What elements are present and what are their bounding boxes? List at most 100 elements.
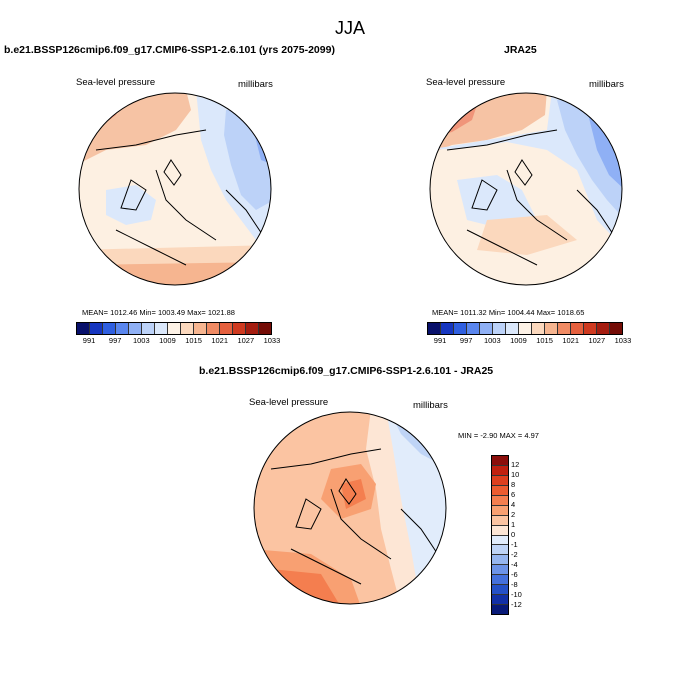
colorbar-swatch <box>584 323 597 334</box>
colorbar-swatch <box>492 595 508 606</box>
colorbar-tick-label: -12 <box>511 600 522 609</box>
min-label: MIN = <box>458 431 479 440</box>
model-mean-value: 1012.46 <box>110 308 138 317</box>
colorbar-tick-label: -2 <box>511 550 518 559</box>
colorbar-swatch <box>155 323 168 334</box>
colorbar-tick-label: 4 <box>511 500 516 509</box>
colorbar-swatch <box>194 323 207 334</box>
obs-min-value: 1004.44 <box>507 308 535 317</box>
colorbar-tick-label: 1027 <box>588 336 606 345</box>
colorbar-tick-label: 1009 <box>159 336 176 345</box>
colorbar-tick-label: -4 <box>511 560 518 569</box>
colorbar-swatch <box>181 323 194 334</box>
colorbar-tick-label: 10 <box>511 470 520 479</box>
colorbar-swatch <box>492 515 508 526</box>
colorbar-swatch <box>492 565 508 576</box>
obs-max-value: 1018.65 <box>557 308 585 317</box>
colorbar-swatch <box>597 323 610 334</box>
max-label: MAX = <box>499 431 523 440</box>
colorbar-swatch <box>129 323 142 334</box>
obs-units-label: millibars <box>589 79 624 90</box>
colorbar-swatch <box>492 495 508 506</box>
obs-colorbar: 991 997 1003 1009 1015 1021 1027 1033 <box>427 322 631 345</box>
colorbar-tick-label: 991 <box>82 336 96 345</box>
colorbar-swatch <box>103 323 116 334</box>
colorbar-swatch <box>90 323 103 334</box>
obs-panel-title: JRA25 <box>504 44 537 56</box>
diff-polar-map <box>253 411 447 605</box>
colorbar-swatch <box>492 465 508 476</box>
colorbar-swatch <box>428 323 441 334</box>
colorbar-swatch <box>142 323 155 334</box>
colorbar-swatch <box>492 485 508 496</box>
obs-colorbar-ticks: 991 997 1003 1009 1015 1021 1027 1033 <box>427 336 636 345</box>
diff-variable-label: Sea-level pressure <box>249 397 329 408</box>
model-colorbar: 991 997 1003 1009 1015 1021 1027 1033 <box>76 322 280 345</box>
colorbar-swatch <box>492 555 508 566</box>
colorbar-tick-label: 8 <box>511 480 516 489</box>
diff-units-label: millibars <box>413 400 448 411</box>
mean-label: MEAN= <box>82 308 109 317</box>
colorbar-swatch <box>492 545 508 556</box>
colorbar-swatch <box>571 323 584 334</box>
max-label: Max= <box>187 308 206 317</box>
colorbar-tick-label: 1009 <box>510 336 527 345</box>
colorbar-tick-label: -8 <box>511 580 518 589</box>
colorbar-tick-label: 1027 <box>237 336 255 345</box>
colorbar-swatch <box>168 323 181 334</box>
colorbar-swatch <box>532 323 545 334</box>
colorbar-swatch <box>492 535 508 546</box>
colorbar-tick-label: -1 <box>511 540 518 549</box>
obs-mean-value: 1011.32 <box>460 308 487 317</box>
colorbar-swatch <box>233 323 246 334</box>
colorbar-tick-label: -10 <box>511 590 522 599</box>
colorbar-tick-label: 1033 <box>614 336 632 345</box>
max-label: Max= <box>536 308 556 317</box>
colorbar-tick-label: -6 <box>511 570 518 579</box>
colorbar-swatch <box>610 323 622 334</box>
diff-colorbar-swatches <box>491 455 509 615</box>
colorbar-swatch <box>441 323 454 334</box>
colorbar-swatch <box>116 323 129 334</box>
colorbar-swatch <box>480 323 493 334</box>
colorbar-tick-label: 1003 <box>132 336 150 345</box>
colorbar-swatch <box>545 323 558 334</box>
diff-panel-title: b.e21.BSSP126cmip6.f09_g17.CMIP6-SSP1-2.… <box>199 365 494 377</box>
diff-colorbar-ticks: 12 10 8 6 4 2 1 0 -1 -2 -4 -6 -8 -10 -12 <box>511 460 522 610</box>
diff-max-value: 4.97 <box>524 431 539 440</box>
model-polar-map <box>78 92 272 286</box>
model-colorbar-swatches <box>76 322 272 335</box>
colorbar-tick-label: 1 <box>511 520 516 529</box>
model-panel-title: b.e21.BSSP126cmip6.f09_g17.CMIP6-SSP1-2.… <box>4 44 335 56</box>
colorbar-swatch <box>492 575 508 586</box>
colorbar-swatch <box>454 323 467 334</box>
colorbar-swatch <box>207 323 220 334</box>
colorbar-swatch <box>492 505 508 516</box>
min-label: Min= <box>139 308 156 317</box>
min-label: Min= <box>488 308 506 317</box>
colorbar-swatch <box>506 323 519 334</box>
colorbar-swatch <box>492 475 508 486</box>
colorbar-tick-label: 1015 <box>185 336 202 345</box>
colorbar-swatch <box>259 323 271 334</box>
diff-stats: MIN = -2.90 MAX = 4.97 <box>458 431 539 440</box>
colorbar-tick-label: 997 <box>459 336 473 345</box>
colorbar-swatch <box>519 323 532 334</box>
colorbar-tick-label: 997 <box>108 336 122 345</box>
colorbar-tick-label: 1033 <box>263 336 281 345</box>
colorbar-tick-label: 1015 <box>536 336 553 345</box>
season-title: JJA <box>334 18 365 38</box>
colorbar-tick-label: 1003 <box>483 336 501 345</box>
colorbar-swatch <box>492 585 508 596</box>
model-max-value: 1021.88 <box>207 308 235 317</box>
colorbar-tick-label: 0 <box>511 530 516 539</box>
obs-colorbar-swatches <box>427 322 623 335</box>
obs-stats: MEAN= 1011.32 Min= 1004.44 Max= 1018.65 <box>432 308 584 317</box>
colorbar-tick-label: 2 <box>511 510 516 519</box>
model-units-label: millibars <box>238 79 273 90</box>
obs-polar-map <box>429 92 623 286</box>
colorbar-swatch <box>493 323 506 334</box>
obs-variable-label: Sea-level pressure <box>426 77 506 88</box>
colorbar-swatch <box>77 323 90 334</box>
model-min-value: 1003.49 <box>157 308 186 317</box>
